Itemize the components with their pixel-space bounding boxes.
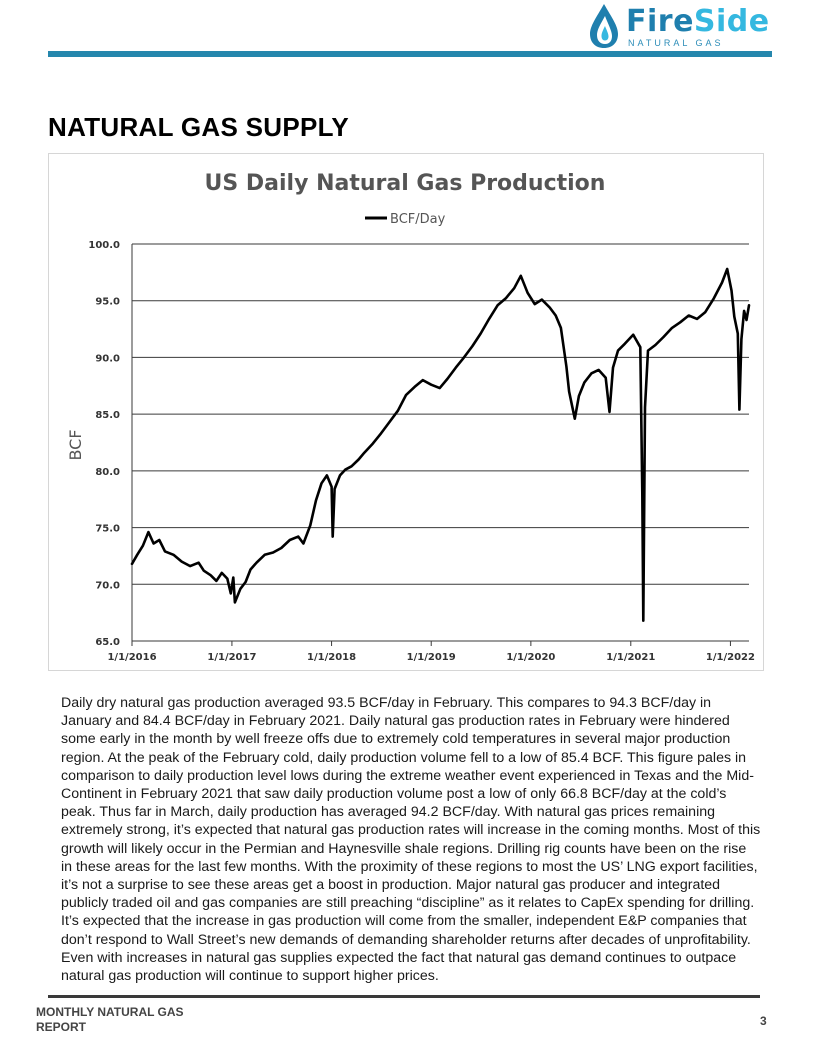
series-line-0 (130, 267, 751, 622)
series-layer (130, 267, 751, 622)
x-tick-label: 1/1/2016 (107, 652, 156, 663)
header-accent-bar (48, 51, 772, 57)
x-tick-label: 1/1/2020 (506, 652, 555, 663)
legend-label: BCF/Day (390, 212, 446, 227)
chart-frame: US Daily Natural Gas Production BCF/Day … (48, 153, 764, 671)
section-title: NATURAL GAS SUPPLY (48, 112, 350, 142)
y-axis-label: BCF (66, 429, 85, 460)
y-tick-label: 85.0 (95, 410, 120, 421)
production-chart: US Daily Natural Gas Production BCF/Day … (66, 171, 755, 663)
body-paragraph: Daily dry natural gas production average… (61, 695, 761, 985)
y-tick-labels: 100.0 95.0 90.0 85.0 80.0 75.0 70.0 65.0 (88, 240, 120, 648)
x-tick-label: 1/1/2021 (606, 652, 655, 663)
y-tick-label: 95.0 (95, 297, 120, 308)
y-tick-label: 90.0 (95, 353, 120, 364)
brand-part-fire: Fire (626, 4, 694, 39)
x-tick-label: 1/1/2018 (307, 652, 356, 663)
x-tick-label: 1/1/2017 (207, 652, 256, 663)
brand-wordmark: FireSide (626, 4, 770, 39)
x-tick-label: 1/1/2019 (407, 652, 456, 663)
chart-title: US Daily Natural Gas Production (205, 171, 606, 196)
flame-drop-icon (590, 4, 618, 48)
y-tick-label: 65.0 (95, 637, 120, 648)
y-tick-label: 80.0 (95, 467, 120, 478)
y-tick-label: 75.0 (95, 524, 120, 535)
footer-rule (48, 995, 760, 998)
y-tick-label: 100.0 (88, 240, 120, 251)
x-tick-labels: 1/1/2016 1/1/2017 1/1/2018 1/1/2019 1/1/2020… (107, 641, 755, 663)
brand-part-side: Side (693, 4, 770, 39)
footer-report-name: MONTHLY NATURAL GAS REPORT (36, 1005, 184, 1034)
grid-lines (131, 243, 749, 642)
brand-tagline: NATURAL GAS (628, 38, 724, 48)
y-tick-label: 70.0 (95, 580, 120, 591)
x-tick-label: 1/1/2022 (706, 652, 755, 663)
page-number: 3 (760, 1014, 767, 1028)
brand-logo: FireSide NATURAL GAS (584, 2, 774, 50)
